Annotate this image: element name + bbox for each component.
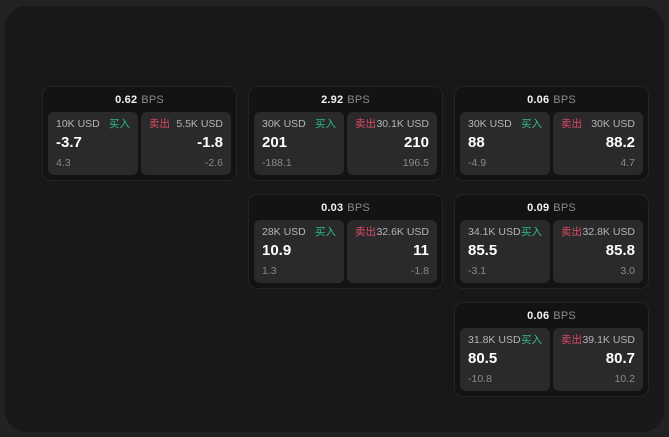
sell-delta: 3.0	[620, 265, 635, 277]
bps-header: 0.06 BPS	[455, 303, 648, 328]
sell-size: 5.5K USD	[176, 118, 223, 130]
buy-delta: -4.9	[468, 157, 487, 169]
buy-price: 88	[468, 133, 485, 151]
buy-panel[interactable]: 34.1K USD 买入 85.5 -3.1	[460, 220, 550, 283]
sell-price: -1.8	[197, 133, 223, 151]
sell-label: 卖出	[355, 118, 376, 130]
sell-size: 39.1K USD	[582, 334, 635, 346]
buy-price: -3.7	[56, 133, 82, 151]
sell-label: 卖出	[355, 226, 376, 238]
sell-size: 30K USD	[591, 118, 635, 130]
quote-card: 0.06 BPS 31.8K USD 买入 80.5 -10.8 卖	[454, 302, 649, 397]
buy-panel[interactable]: 30K USD 买入 88 -4.9	[460, 112, 550, 175]
sell-price: 210	[403, 133, 429, 151]
bps-unit-label: BPS	[553, 309, 576, 322]
bps-value: 0.62	[115, 93, 138, 106]
buy-delta: 1.3	[262, 265, 277, 277]
quote-card-body: 31.8K USD 买入 80.5 -10.8 卖出 39.1K USD 80.…	[455, 328, 648, 396]
sell-size: 32.6K USD	[376, 226, 429, 238]
sell-delta: -1.8	[410, 265, 429, 277]
buy-size: 10K USD	[56, 118, 100, 130]
sell-price: 85.8	[605, 241, 635, 259]
buy-delta: 4.3	[56, 157, 71, 169]
buy-delta: -3.1	[468, 265, 487, 277]
buy-delta: -10.8	[468, 373, 492, 385]
buy-price: 10.9	[262, 241, 292, 259]
bps-value: 0.03	[321, 201, 344, 214]
sell-size: 30.1K USD	[376, 118, 429, 130]
buy-label: 买入	[315, 226, 336, 238]
sell-label: 卖出	[561, 334, 582, 346]
sell-label: 卖出	[149, 118, 170, 130]
sell-label: 卖出	[561, 226, 582, 238]
buy-size: 31.8K USD	[468, 334, 521, 346]
quote-card: 0.09 BPS 34.1K USD 买入 85.5 -3.1 卖出	[454, 194, 649, 289]
buy-label: 买入	[521, 226, 542, 238]
sell-panel[interactable]: 卖出 5.5K USD -1.8 -2.6	[141, 112, 231, 175]
buy-panel[interactable]: 10K USD 买入 -3.7 4.3	[48, 112, 138, 175]
main-panel: 0.62 BPS 10K USD 买入 -3.7 4.3 卖出	[5, 6, 664, 432]
buy-delta: -188.1	[262, 157, 292, 169]
bps-value: 0.09	[527, 201, 550, 214]
sell-panel[interactable]: 卖出 32.6K USD 11 -1.8	[347, 220, 437, 283]
sell-panel[interactable]: 卖出 30K USD 88.2 4.7	[553, 112, 643, 175]
buy-label: 买入	[521, 334, 542, 346]
sell-size: 32.8K USD	[582, 226, 635, 238]
sell-panel[interactable]: 卖出 32.8K USD 85.8 3.0	[553, 220, 643, 283]
bps-unit-label: BPS	[347, 201, 370, 214]
buy-panel[interactable]: 30K USD 买入 201 -188.1	[254, 112, 344, 175]
sell-panel[interactable]: 卖出 39.1K USD 80.7 10.2	[553, 328, 643, 391]
buy-price: 80.5	[468, 349, 498, 367]
quote-card-body: 10K USD 买入 -3.7 4.3 卖出 5.5K USD -1.8 -2.…	[43, 112, 236, 180]
quote-card-body: 30K USD 买入 88 -4.9 卖出 30K USD 88.2 4.7	[455, 112, 648, 180]
buy-price: 201	[262, 133, 288, 151]
bps-value: 0.06	[527, 93, 550, 106]
quote-card: 0.06 BPS 30K USD 买入 88 -4.9 卖出	[454, 86, 649, 181]
bps-header: 0.03 BPS	[249, 195, 442, 220]
sell-delta: 10.2	[614, 373, 635, 385]
sell-price: 88.2	[605, 133, 635, 151]
quote-card: 0.62 BPS 10K USD 买入 -3.7 4.3 卖出	[42, 86, 237, 181]
buy-size: 30K USD	[262, 118, 306, 130]
sell-panel[interactable]: 卖出 30.1K USD 210 196.5	[347, 112, 437, 175]
sell-delta: 4.7	[620, 157, 635, 169]
quote-card: 2.92 BPS 30K USD 买入 201 -188.1 卖出	[248, 86, 443, 181]
quote-card-body: 34.1K USD 买入 85.5 -3.1 卖出 32.8K USD 85.8…	[455, 220, 648, 288]
buy-price: 85.5	[468, 241, 498, 259]
buy-size: 28K USD	[262, 226, 306, 238]
buy-label: 买入	[315, 118, 336, 130]
bps-header: 2.92 BPS	[249, 87, 442, 112]
quote-card-grid: 0.62 BPS 10K USD 买入 -3.7 4.3 卖出	[42, 86, 649, 397]
buy-size: 30K USD	[468, 118, 512, 130]
sell-delta: -2.6	[204, 157, 223, 169]
bps-unit-label: BPS	[553, 201, 576, 214]
bps-value: 0.06	[527, 309, 550, 322]
buy-label: 买入	[109, 118, 130, 130]
buy-panel[interactable]: 31.8K USD 买入 80.5 -10.8	[460, 328, 550, 391]
buy-label: 买入	[521, 118, 542, 130]
bps-unit-label: BPS	[141, 93, 164, 106]
bps-header: 0.62 BPS	[43, 87, 236, 112]
bps-value: 2.92	[321, 93, 344, 106]
quote-card-body: 30K USD 买入 201 -188.1 卖出 30.1K USD 210 1…	[249, 112, 442, 180]
sell-price: 80.7	[605, 349, 635, 367]
quote-card: 0.03 BPS 28K USD 买入 10.9 1.3 卖出	[248, 194, 443, 289]
buy-panel[interactable]: 28K USD 买入 10.9 1.3	[254, 220, 344, 283]
bps-header: 0.06 BPS	[455, 87, 648, 112]
bps-unit-label: BPS	[347, 93, 370, 106]
buy-size: 34.1K USD	[468, 226, 521, 238]
sell-label: 卖出	[561, 118, 582, 130]
quote-card-body: 28K USD 买入 10.9 1.3 卖出 32.6K USD 11 -1.8	[249, 220, 442, 288]
bps-header: 0.09 BPS	[455, 195, 648, 220]
sell-delta: 196.5	[402, 157, 429, 169]
bps-unit-label: BPS	[553, 93, 576, 106]
sell-price: 11	[413, 241, 429, 259]
